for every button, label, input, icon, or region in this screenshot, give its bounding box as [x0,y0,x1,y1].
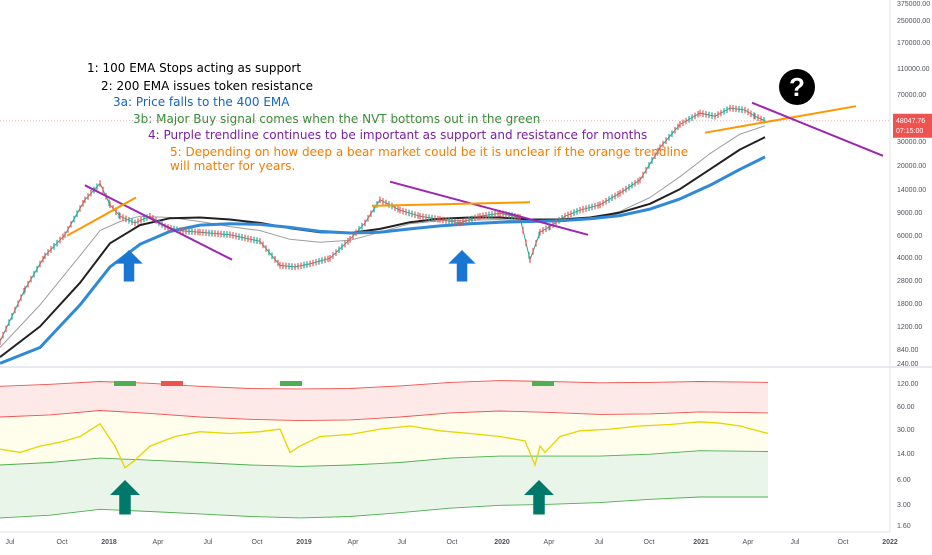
y-tick-label: 20000.00 [897,163,926,170]
green-up-arrow-icon [110,480,140,515]
annotation-1: 1: 100 EMA Stops acting as support [87,61,301,75]
y-tick-label: 170000.00 [897,40,930,47]
nvt-red-zone [0,380,768,421]
x-tick-label: Oct [447,539,458,546]
nvt-y-tick-label: 240.00 [897,361,919,368]
nvt-y-tick-label: 6.00 [897,477,911,484]
annotation-5: 4: Purple trendline continues to be impo… [148,128,647,142]
trendline [704,105,857,134]
y-tick-label: 110000.00 [897,66,930,73]
y-tick-label: 4000.00 [897,255,922,262]
x-tick-label: Oct [252,539,263,546]
x-tick-label: Apr [544,539,556,546]
x-tick-label: Apr [348,539,360,546]
nvt-series-lower-middle-band [0,450,769,467]
y-tick-label: 375000.00 [897,1,930,8]
x-tick-label: Jul [398,539,407,546]
blue-up-arrow-icon [448,250,476,282]
y-tick-label: 1200.00 [897,324,922,331]
nvt-y-tick-label: 3.00 [897,502,911,509]
blue-up-arrow-icon-shape [448,250,476,282]
blue-up-arrow-icon [115,250,143,282]
y-tick-label: 70000.00 [897,92,926,99]
nvt-y-tick-label: 120.00 [897,381,919,388]
series-price [0,107,766,342]
x-tick-label: Jul [791,539,800,546]
nvt-signal-marker [161,381,183,386]
blue-up-arrow-icon-shape [115,250,143,282]
y-tick-label: 1800.00 [897,301,922,308]
x-tick-label: Oct [57,539,68,546]
y-tick-label: 2800.00 [897,278,922,285]
trendline [371,201,531,207]
annotation-4: 3b: Major Buy signal comes when the NVT … [133,112,540,126]
x-tick-label: 2019 [296,539,312,546]
question-mark-badge: ? [779,69,815,105]
x-tick-label: Apr [743,539,755,546]
nvt-signal-marker [280,381,302,386]
nvt-signal-marker [532,381,554,386]
nvt-neutral-zone [0,410,768,467]
y-tick-label: 14000.00 [897,187,926,194]
x-tick-label: Oct [644,539,655,546]
x-tick-label: Oct [838,539,849,546]
annotation-2: 2: 200 EMA issues token resistance [101,79,313,93]
annotation-6: 5: Depending on how deep a bear market c… [170,145,688,159]
countdown-label: 07:15:00 [896,128,923,135]
trendline [66,196,137,237]
y-tick-label: 9000.00 [897,210,922,217]
green-up-arrow-icon-shape [110,480,140,515]
question-mark-glyph: ? [789,72,805,102]
nvt-y-tick-label: 30.00 [897,427,915,434]
x-tick-label: 2018 [101,539,117,546]
series-400-ema [0,155,766,365]
y-tick-label: 30000.00 [897,139,926,146]
x-tick-label: 2020 [494,539,510,546]
trendline [84,184,233,261]
green-up-arrow-icon [524,480,554,515]
x-tick-label: Apr [153,539,165,546]
nvt-series-upper-middle-band [0,410,769,422]
nvt-series-nvt [0,421,769,469]
trendline [751,101,884,157]
nvt-signal-marker [114,381,136,386]
annotation-3: 3a: Price falls to the 400 EMA [113,95,290,109]
y-tick-label: 6000.00 [897,233,922,240]
x-tick-label: Jul [6,539,15,546]
nvt-y-tick-label: 14.00 [897,451,915,458]
y-tick-label: 250000.00 [897,18,930,25]
annotation-7: will matter for years. [170,159,295,173]
x-tick-label: 2022 [882,539,898,546]
y-tick-label: 840.00 [897,347,919,354]
trendline [389,180,589,236]
nvt-y-tick-label: 1.60 [897,523,911,530]
series-100-ema [0,125,766,348]
x-tick-label: Jul [595,539,604,546]
nvt-y-tick-label: 60.00 [897,404,915,411]
last-price-label: 48047.76 [896,118,925,125]
series-200-ema [0,136,766,358]
nvt-green-zone [0,450,768,518]
last-price-tag [893,113,932,138]
x-tick-label: Jul [204,539,213,546]
x-tick-label: 2021 [693,539,709,546]
green-up-arrow-icon-shape [524,480,554,515]
question-mark-icon [779,69,815,105]
